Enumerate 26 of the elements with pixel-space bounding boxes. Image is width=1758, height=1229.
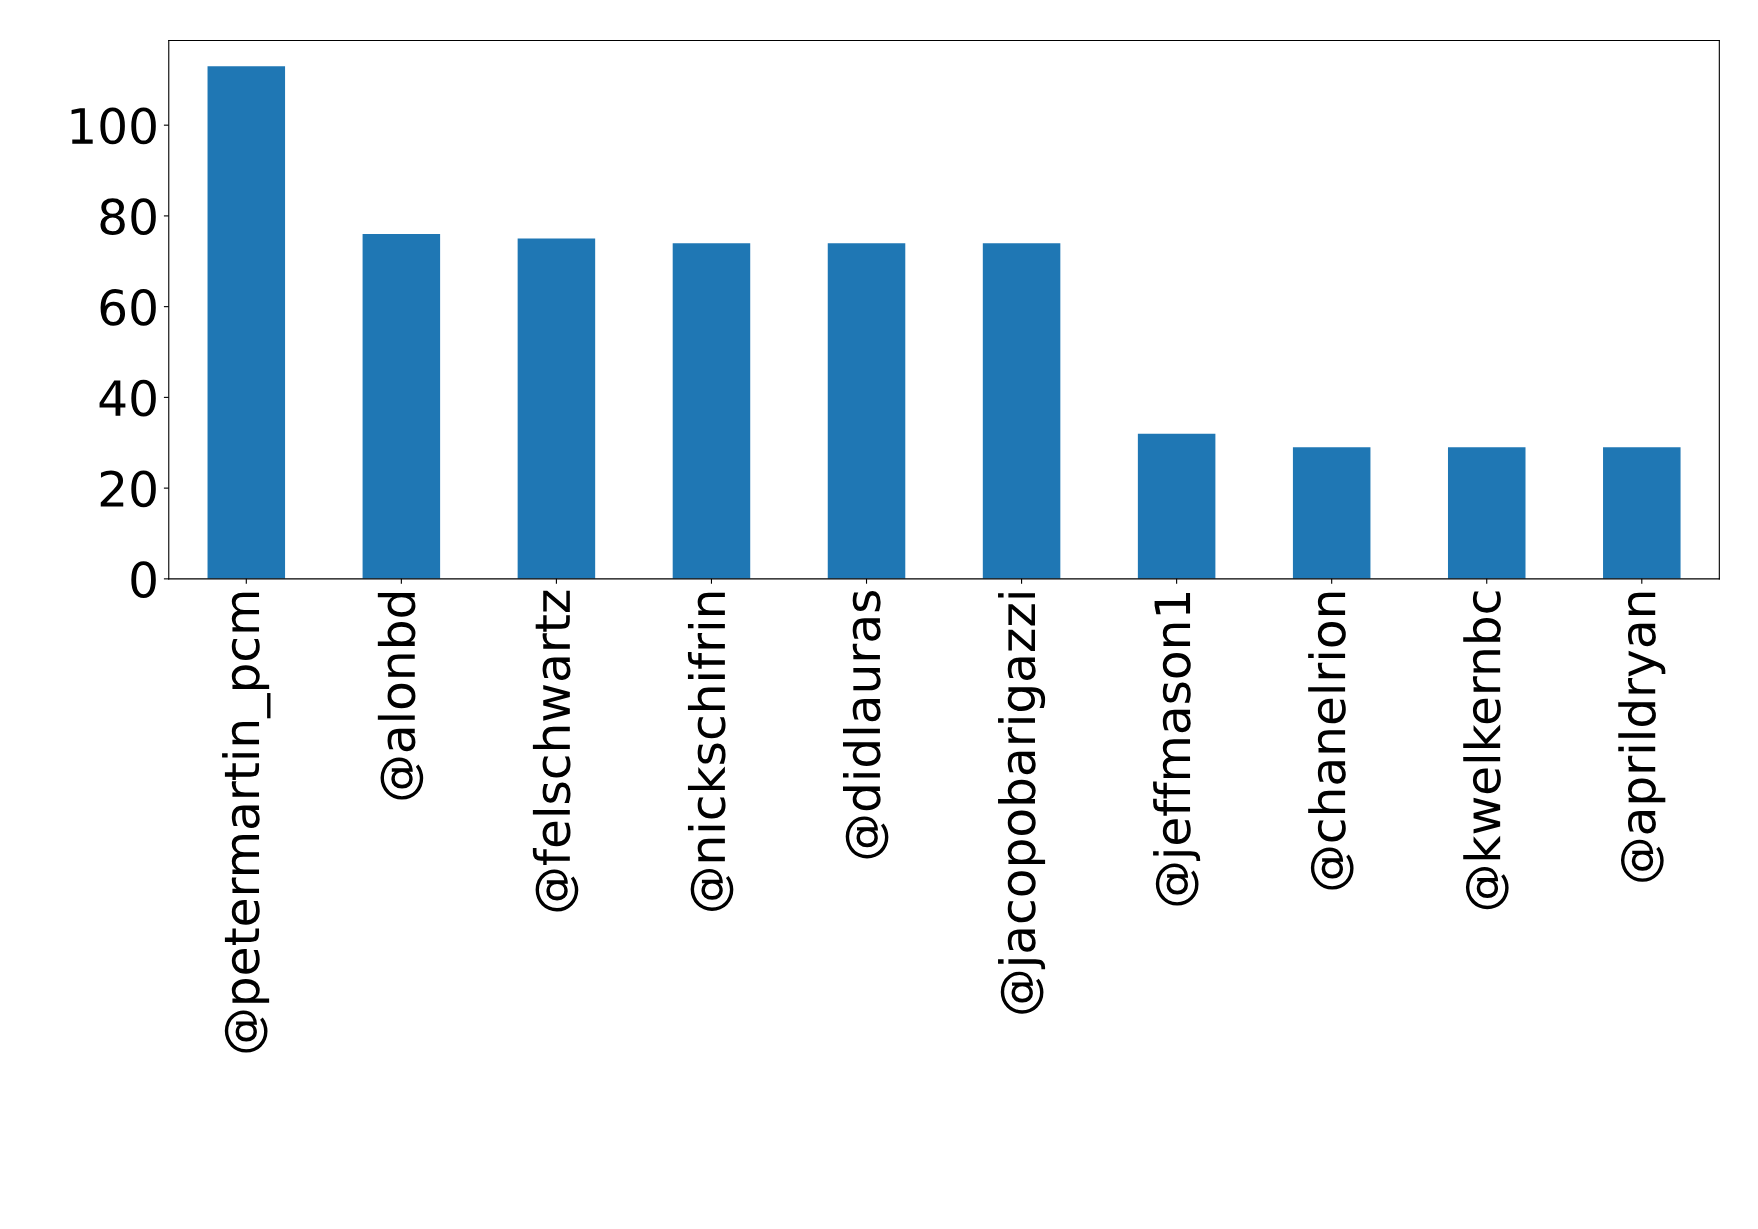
y-tick-label: 20: [100, 470, 156, 508]
x-tick-label: @petermartin_pcm: [222, 592, 271, 1053]
y-tick-label: 0: [131, 561, 156, 599]
bar: [672, 243, 751, 579]
x-tick-label: @jacopobarigazzi: [998, 593, 1046, 1014]
bar: [1447, 447, 1526, 579]
y-tick-label: 100: [71, 107, 156, 145]
x-tick-label: @alonbd: [377, 593, 424, 800]
x-tick-label: @kwelkernbc: [1463, 591, 1509, 910]
x-tick-label: @didlauras: [842, 590, 889, 859]
x-tick-label: @jeffmason1: [1153, 593, 1201, 906]
x-tick-label: @felschwartz: [532, 590, 579, 912]
bar: [982, 243, 1061, 579]
bar: [517, 238, 596, 579]
bar: [827, 243, 906, 579]
bar: [207, 66, 286, 579]
x-tick-label: @nickschifrin: [687, 592, 734, 911]
y-tick-label: 40: [99, 379, 156, 417]
x-tick-label: @aprildryan: [1618, 592, 1666, 882]
bar: [1603, 447, 1681, 579]
bar: [362, 234, 441, 579]
y-tick-label: 60: [100, 289, 156, 326]
bar: [1137, 433, 1216, 579]
y-tick-label: 80: [100, 198, 156, 236]
bar: [1292, 447, 1371, 579]
x-tick-label: @chanelrion: [1308, 592, 1354, 890]
